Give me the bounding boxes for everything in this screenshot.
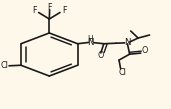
Text: O: O — [98, 51, 104, 60]
Text: Cl: Cl — [0, 61, 8, 70]
Text: N: N — [124, 38, 131, 47]
Text: H: H — [87, 35, 93, 44]
Text: F: F — [62, 6, 67, 15]
Text: N: N — [87, 38, 93, 47]
Text: F: F — [47, 3, 52, 12]
Text: O: O — [141, 46, 148, 55]
Text: F: F — [32, 6, 36, 15]
Text: Cl: Cl — [118, 68, 126, 77]
